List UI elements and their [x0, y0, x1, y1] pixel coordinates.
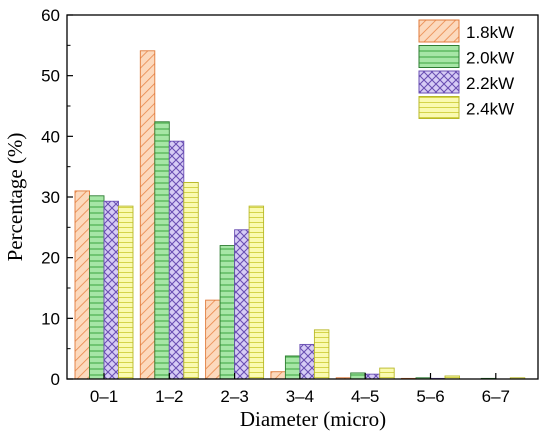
legend: 1.8kW 2.0kW 2.2kW 2.4kW: [418, 19, 514, 119]
bar-1.8kW-1–2: [139, 50, 156, 380]
bar-2.2kW-3–4: [299, 343, 315, 380]
bar-1.8kW-0–1: [74, 190, 90, 380]
bar-2.0kW-1–2: [154, 121, 170, 380]
bar-2.0kW-0–1: [89, 195, 105, 380]
x-tick-label: 1–2: [155, 387, 183, 406]
x-tick-label: 2–3: [220, 387, 248, 406]
bar-2.2kW-1–2: [168, 140, 185, 380]
bar-2.4kW-1–2: [183, 181, 199, 380]
x-tick-label: 3–4: [286, 387, 314, 406]
y-tick-label: 50: [41, 67, 60, 86]
legend-label-2.4kW: 2.4kW: [466, 100, 514, 119]
bar-2.0kW-4–5: [350, 372, 366, 380]
legend-swatch-2.0kW: [418, 45, 460, 68]
x-axis-title: Diameter (micro): [240, 407, 386, 431]
x-tick-label: 5–6: [416, 387, 444, 406]
y-tick-label: 20: [41, 249, 60, 268]
y-tick-label: 40: [41, 127, 60, 146]
legend-label-2.0kW: 2.0kW: [466, 49, 514, 68]
legend-label-2.2kW: 2.2kW: [466, 74, 514, 93]
bar-2.4kW-3–4: [313, 329, 330, 380]
axes-layer: 0 10 20 30 40 50 60 0–1 1–2 2–3 3–4 4–5 5–6 6–7: [41, 6, 539, 406]
bar-2.2kW-2–3: [234, 229, 250, 380]
bar-2.4kW-4–5: [379, 367, 395, 380]
bar-2.2kW-4–5: [364, 373, 381, 380]
bar-2.2kW-0–1: [103, 200, 119, 380]
bar-1.8kW-3–4: [270, 371, 286, 380]
y-tick-label: 60: [41, 6, 60, 25]
bar-1.8kW-2–3: [205, 299, 221, 380]
x-tick-label: 0–1: [90, 387, 118, 406]
legend-label-1.8kW: 1.8kW: [466, 23, 514, 42]
bar-2.4kW-2–3: [248, 205, 265, 380]
bar-2.0kW-3–4: [284, 355, 301, 380]
plot-frame: [66, 14, 539, 380]
x-tick-label: 4–5: [351, 387, 379, 406]
y-tick-label: 10: [41, 309, 60, 328]
bar-2.4kW-0–1: [118, 205, 134, 380]
legend-swatch-2.2kW: [418, 70, 460, 94]
legend-swatch-2.4kW: [418, 96, 460, 119]
bar-2.0kW-2–3: [219, 245, 236, 380]
y-axis-title: Percentage (%): [3, 133, 27, 262]
y-tick-label: 30: [41, 188, 60, 207]
x-tick-label: 6–7: [482, 387, 510, 406]
y-tick-label: 0: [51, 370, 60, 389]
legend-swatch-1.8kW: [418, 19, 460, 43]
